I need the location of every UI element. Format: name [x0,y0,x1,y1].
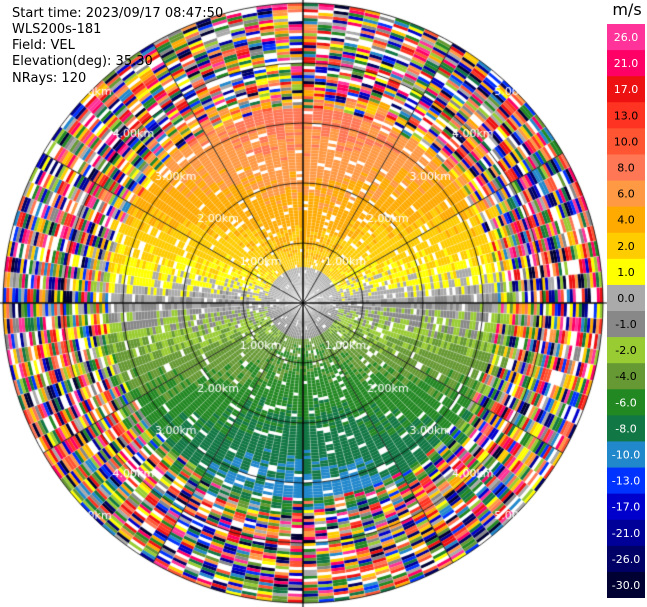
colorbar-tick-label: 2.0 [617,240,635,253]
colorbar-tick-label: 21.0 [614,57,639,70]
colorbar-swatch [607,24,645,51]
colorbar-swatch [607,337,645,364]
colorbar-tick-label: 8.0 [617,162,635,175]
colorbar-swatch [607,76,645,103]
colorbar-unit-label: m/s [612,0,642,19]
colorbar-swatch [607,415,645,442]
start-time-label: Start time: 2023/09/17 08:47:50 [12,6,224,21]
colorbar-swatch [607,441,645,469]
colorbar-tick-label: -10.0 [612,449,640,462]
colorbar-swatch [607,206,645,234]
colorbar-swatch [607,102,645,129]
colorbar-tick-label: -21.0 [612,527,640,540]
colorbar-swatch [607,180,645,208]
colorbar: 26.0 21.0 17.0 13.0 10.0 8.0 6.0 4.0 2.0 1.0 0.0 -1… [607,24,645,598]
colorbar-tick-label: -17.0 [612,501,640,514]
colorbar-tick-label: -4.0 [615,370,636,383]
elevation-label: Elevation(deg): 35.30 [12,54,153,69]
colorbar-swatch [607,50,645,77]
colorbar-tick-label: -26.0 [612,553,640,566]
colorbar-swatch [607,363,645,390]
colorbar-tick-label: -6.0 [615,396,636,409]
colorbar-tick-label: -8.0 [615,422,636,435]
colorbar-tick-label: 1.0 [617,266,635,279]
colorbar-swatch [607,493,645,521]
colorbar-tick-label: 10.0 [614,135,639,148]
colorbar-tick-label: 13.0 [614,109,639,122]
colorbar-tick-label: 26.0 [614,31,639,44]
colorbar-swatch [607,467,645,495]
colorbar-tick-label: 4.0 [617,214,635,227]
field-label: Field: VEL [12,38,75,53]
colorbar-tick-label: 17.0 [614,83,639,96]
colorbar-tick-label: -1.0 [615,318,636,331]
colorbar-swatch [607,571,645,598]
colorbar-tick-label: 0.0 [617,292,635,305]
colorbar-swatch [607,128,645,155]
colorbar-tick-label: -13.0 [612,475,640,488]
colorbar-swatch [607,311,645,338]
colorbar-swatch [607,232,645,260]
colorbar-swatch [607,284,645,312]
colorbar-tick-label: -2.0 [615,344,636,357]
colorbar-swatch [607,389,645,416]
colorbar-swatch [607,519,645,547]
colorbar-swatch [607,545,645,573]
colorbar-swatch [607,258,645,286]
colorbar-tick-label: -30.0 [612,579,640,592]
colorbar-swatch [607,154,645,182]
colorbar-tick-label: 6.0 [617,188,635,201]
instrument-label: WLS200s-181 [12,22,102,37]
nrays-label: NRays: 120 [12,71,87,86]
